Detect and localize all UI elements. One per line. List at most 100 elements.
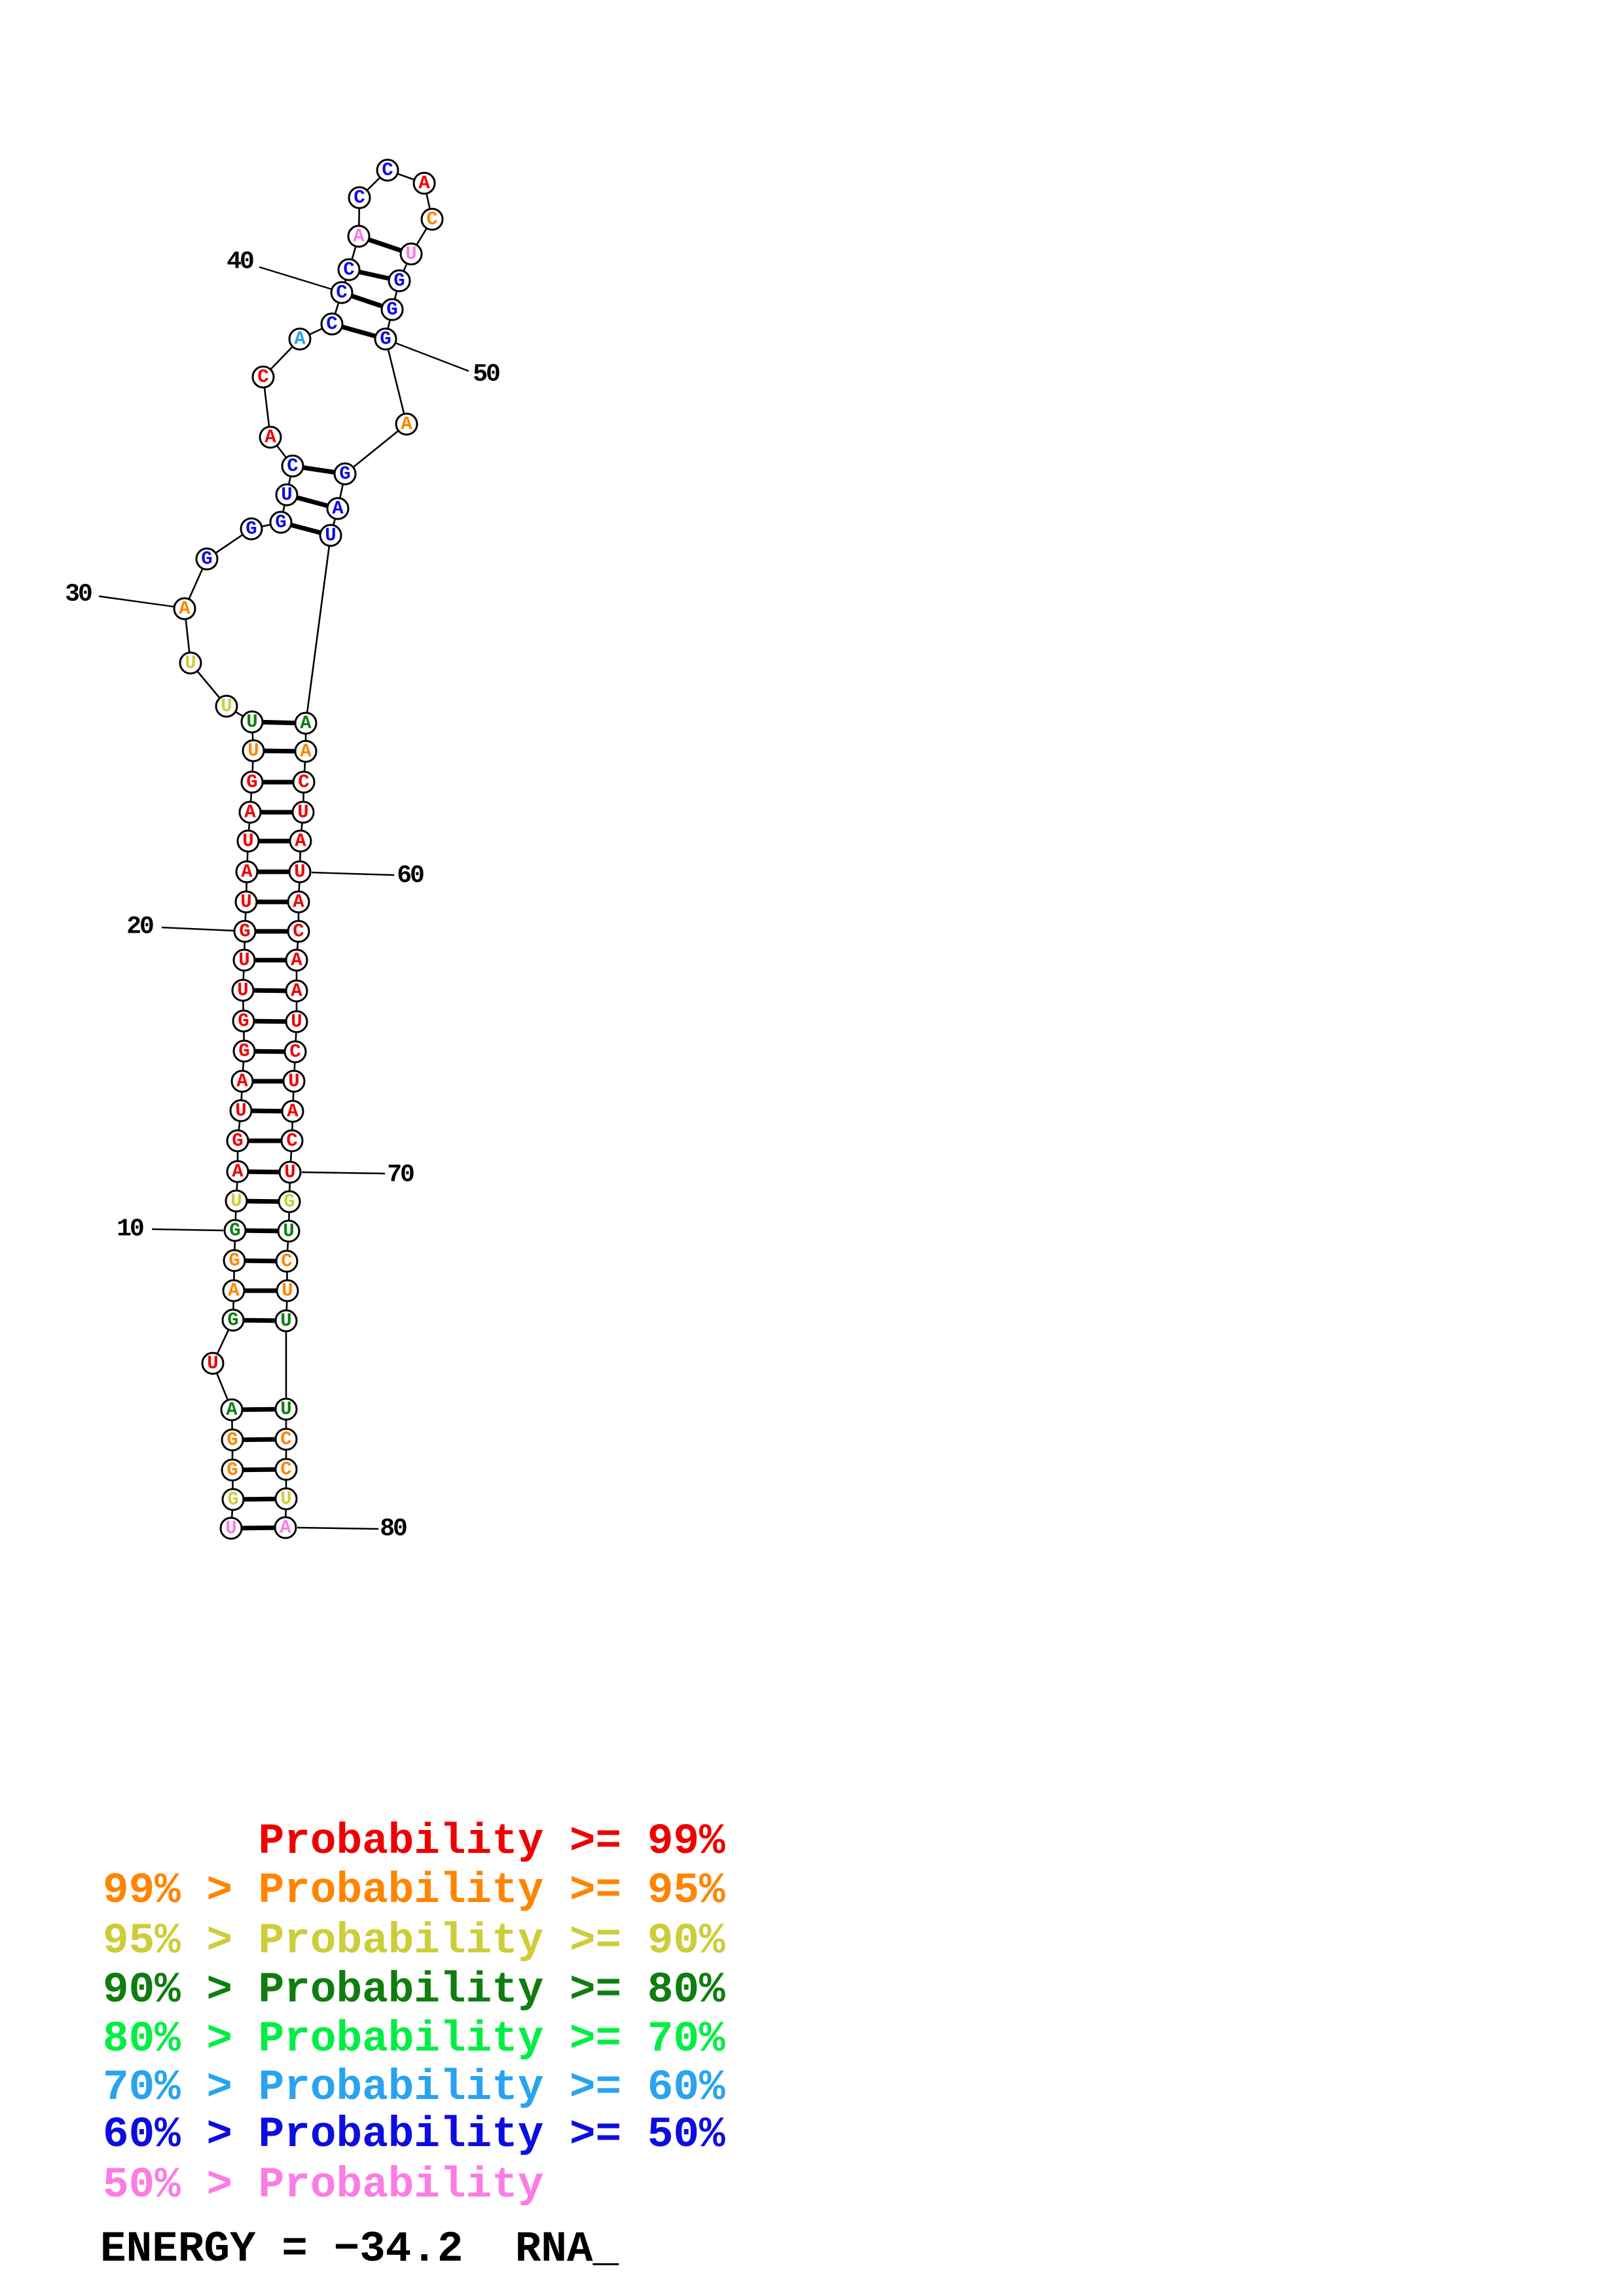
nucleotide-circle-46 — [420, 207, 444, 231]
nucleotide-circle-49 — [380, 298, 404, 321]
nucleotide-54: U — [319, 524, 342, 547]
nucleotide-35: C — [281, 454, 304, 478]
nucleotide-circle-2 — [221, 1488, 245, 1511]
nucleotide-letter-65: U — [291, 1011, 302, 1033]
nucleotide-circle-5 — [220, 1398, 244, 1422]
nucleotide-75: U — [274, 1309, 298, 1333]
nucleotide-circle-30 — [173, 597, 196, 620]
nucleotide-letter-16: G — [238, 1041, 249, 1062]
nucleotide-49: G — [380, 298, 404, 321]
nucleotide-23: U — [236, 829, 260, 853]
nucleotide-letter-22: A — [241, 861, 253, 883]
nucleotide-letter-53: A — [332, 498, 344, 520]
base-pair-lines — [230, 234, 412, 1531]
nucleotide-80: A — [274, 1516, 297, 1539]
nucleotide-circle-36 — [259, 425, 282, 449]
nucleotide-letter-36: A — [264, 427, 276, 448]
nucleotide-letter-46: C — [426, 209, 437, 230]
nucleotide-circle-76 — [274, 1397, 298, 1421]
nucleotide-letter-39: C — [326, 314, 337, 335]
nucleotide-65: U — [285, 1010, 308, 1033]
nucleotide-42: A — [347, 224, 371, 248]
nucleotide-circle-28 — [215, 694, 238, 718]
nucleotide-letter-54: U — [325, 525, 336, 547]
position-label-40: 40 — [227, 248, 253, 276]
nucleotide-circle-21 — [234, 890, 258, 914]
nucleotide-63: A — [285, 948, 308, 972]
nucleotide-circle-38 — [288, 327, 312, 351]
nucleotide-circle-55 — [294, 711, 318, 735]
nucleotide-letter-27: U — [246, 711, 257, 733]
nucleotide-36: A — [259, 425, 282, 449]
nucleotide-circle-16 — [232, 1039, 256, 1063]
nucleotide-58: U — [291, 800, 315, 824]
nucleotide-letter-47: U — [405, 243, 416, 265]
nucleotide-letter-51: A — [401, 414, 412, 435]
nucleotide-letter-79: U — [280, 1488, 291, 1510]
nucleotide-66: C — [283, 1040, 307, 1064]
nucleotide-78: C — [274, 1458, 298, 1481]
nucleotide-67: U — [282, 1069, 306, 1093]
nucleotide-47: U — [399, 242, 423, 266]
legend-row-p50: 60% > Probability >= 50% — [103, 2110, 725, 2159]
energy-annotation: ENERGY = −34.2 RNA_ — [100, 2225, 619, 2274]
nucleotide-letter-20: G — [239, 921, 250, 942]
nucleotide-circle-10 — [223, 1219, 247, 1242]
legend-row-p99: Probability >= 99% — [103, 1817, 725, 1866]
nucleotide-letter-72: U — [283, 1221, 294, 1242]
position-label-30: 30 — [65, 581, 92, 609]
nucleotide-letter-12: A — [232, 1161, 244, 1183]
nucleotide-letter-48: G — [393, 270, 405, 292]
nucleotide-letter-63: A — [291, 950, 302, 971]
nucleotide-30: A — [173, 597, 196, 620]
nucleotide-letter-37: C — [257, 367, 268, 388]
nucleotide-9: G — [223, 1249, 246, 1272]
nucleotide-51: A — [395, 412, 418, 436]
nucleotide-circle-59 — [289, 829, 312, 853]
nucleotide-circle-41 — [337, 258, 361, 281]
nucleotide-52: G — [333, 462, 357, 486]
nucleotide-circle-29 — [179, 651, 202, 675]
nucleotide-letter-75: U — [280, 1310, 291, 1332]
nucleotide-38: A — [288, 327, 312, 351]
nucleotide-45: A — [412, 171, 436, 195]
nucleotide-letter-66: C — [289, 1041, 301, 1063]
nucleotide-12: A — [226, 1160, 249, 1183]
nucleotide-letter-44: C — [382, 160, 393, 181]
nucleotide-letter-25: G — [246, 772, 257, 793]
nucleotide-letter-32: G — [246, 518, 257, 540]
position-label-70: 70 — [387, 1161, 414, 1189]
nucleotide-circle-22 — [235, 860, 259, 884]
nucleotide-5: A — [220, 1398, 244, 1422]
nucleotide-letter-58: U — [297, 802, 308, 823]
nucleotide-letter-59: A — [295, 831, 306, 852]
nucleotide-60: U — [288, 860, 312, 884]
nucleotide-letter-43: C — [354, 187, 365, 209]
nucleotide-letter-42: A — [353, 226, 365, 247]
legend-row-p60: 70% > Probability >= 60% — [103, 2063, 725, 2112]
nucleotide-28: U — [215, 694, 238, 718]
nucleotide-circle-18 — [231, 978, 255, 1002]
nucleotide-letter-30: A — [179, 598, 191, 620]
nucleotide-circle-31 — [195, 547, 219, 571]
nucleotide-21: U — [234, 890, 258, 914]
nucleotide-letter-7: G — [227, 1310, 238, 1331]
nucleotide-circle-64 — [285, 979, 308, 1003]
position-label-line-30 — [98, 595, 175, 608]
nucleotide-letter-56: A — [300, 741, 312, 762]
nucleotide-19: U — [232, 948, 256, 972]
nucleotide-circle-20 — [233, 920, 257, 943]
nucleotide-46: C — [420, 207, 444, 231]
nucleotide-circle-66 — [283, 1040, 307, 1064]
nucleotide-letter-18: U — [237, 980, 248, 1001]
nucleotide-62: C — [287, 920, 310, 943]
position-label-20: 20 — [126, 913, 153, 941]
nucleotide-18: U — [231, 978, 255, 1002]
position-label-10: 10 — [117, 1215, 143, 1244]
nucleotide-letter-45: A — [418, 173, 430, 194]
nucleotide-circle-79 — [274, 1487, 298, 1511]
nucleotide-circle-24 — [238, 800, 262, 824]
nucleotide-letter-80: A — [280, 1517, 291, 1539]
